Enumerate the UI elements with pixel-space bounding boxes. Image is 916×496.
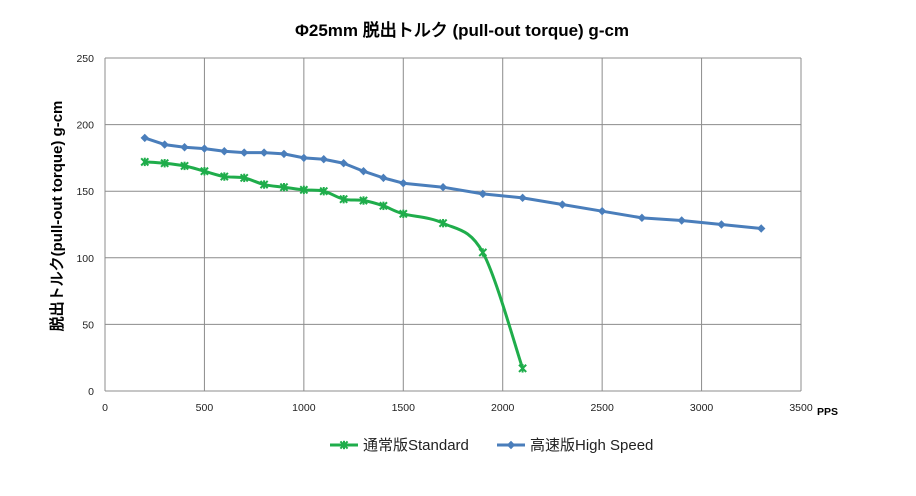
data-point [200,144,209,153]
data-point [220,172,229,181]
data-point [399,179,408,188]
x-axis-unit: PPS [817,406,838,418]
data-point [180,143,189,152]
data-point [379,201,388,211]
data-point [180,161,189,171]
series-0 [140,157,527,373]
y-tick-label: 250 [76,53,94,65]
data-point [299,185,309,195]
x-tick-label: 1500 [392,402,416,414]
data-point [637,213,647,223]
x-tick-label: 3000 [690,402,714,414]
data-point [438,183,448,192]
series-1 [140,133,766,233]
data-point [239,173,249,183]
data-point [319,186,329,196]
y-tick-label: 100 [76,253,94,265]
data-point [259,180,269,189]
data-point [677,216,686,225]
data-point [140,157,150,167]
data-point [398,209,408,219]
data-point [160,158,169,168]
data-point [160,140,169,149]
data-point [757,224,766,233]
data-point [518,193,527,203]
x-tick-label: 3500 [789,402,813,414]
data-point [359,196,368,205]
x-tick-labels: 0 500 1000 1500 2000 2500 3000 3500 [102,402,813,414]
data-point [518,364,527,373]
chart-title: Φ25mm 脱出トルク (pull-out torque) g-cm [295,20,629,40]
x-tick-label: 2000 [491,402,515,414]
data-point [478,248,488,257]
data-point [717,220,726,229]
legend-item: 通常版Standard [330,437,469,454]
data-point [200,166,209,176]
data-point [359,167,368,176]
legend-label: 通常版Standard [363,437,469,454]
legend-marker [506,440,516,450]
x-tick-label: 2500 [590,402,614,414]
data-point [597,206,607,216]
data-point [220,147,229,156]
legend-label: 高速版High Speed [530,437,653,454]
data-point [478,189,488,199]
y-axis-label: 脱出トルク(pull-out torque) g-cm [48,101,66,332]
series-line [143,160,525,370]
data-point [279,149,289,159]
series-line [143,136,763,230]
y-tick-labels: 0 50 100 150 200 250 [76,53,94,398]
data-point [240,148,249,157]
series-layer [140,133,766,373]
y-tick-label: 200 [76,120,94,132]
data-point [438,218,448,228]
x-tick-label: 500 [196,402,214,414]
x-tick-label: 0 [102,402,108,414]
gridlines [104,57,802,392]
y-tick-label: 50 [82,319,94,331]
data-point [558,200,567,209]
legend-marker [339,440,349,450]
data-point [339,159,348,168]
data-point [299,153,309,163]
data-point [279,182,289,192]
data-point [379,173,388,183]
data-point [259,148,269,157]
x-tick-label: 1000 [292,402,316,414]
data-point [339,194,348,204]
legend: 通常版Standard 高速版High Speed [330,437,653,454]
data-point [319,155,328,164]
legend-item: 高速版High Speed [497,437,653,454]
y-tick-label: 150 [76,186,94,198]
data-point [140,133,149,143]
y-tick-label: 0 [88,386,94,398]
